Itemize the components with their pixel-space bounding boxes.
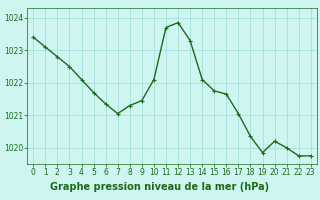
- Text: Graphe pression niveau de la mer (hPa): Graphe pression niveau de la mer (hPa): [51, 182, 269, 192]
